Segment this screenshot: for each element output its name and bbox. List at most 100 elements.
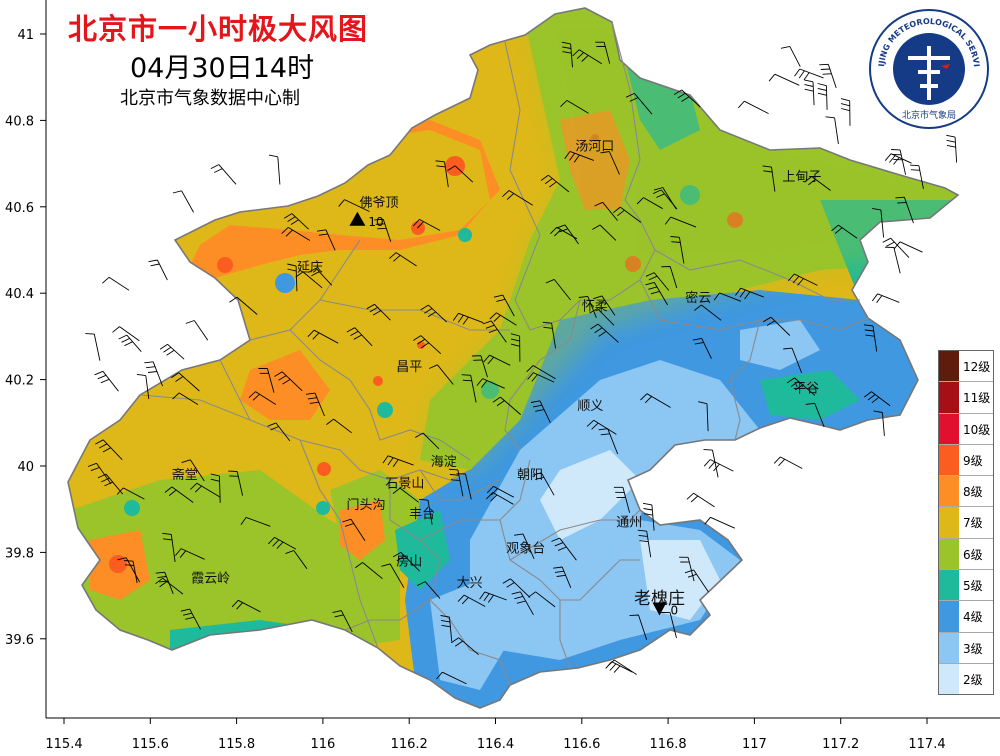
legend-swatch bbox=[939, 601, 959, 632]
wind-barb bbox=[482, 320, 507, 343]
wind-barb bbox=[594, 201, 618, 221]
legend-item: 11级 bbox=[939, 382, 993, 414]
wind-barb bbox=[572, 49, 603, 65]
wind-barb bbox=[598, 428, 619, 455]
extreme-markers: 10 0 bbox=[349, 211, 678, 618]
wind-barb bbox=[342, 518, 366, 541]
wind-barb bbox=[556, 224, 579, 245]
station-label: 丰台 bbox=[409, 507, 435, 522]
wind-barb bbox=[510, 333, 521, 362]
x-tick-label: 115.6 bbox=[132, 737, 169, 752]
wind-barb bbox=[804, 176, 831, 191]
wind-barb bbox=[416, 581, 441, 599]
wind-barb bbox=[338, 199, 370, 212]
station-label: 上甸子 bbox=[782, 170, 821, 185]
wind-barb bbox=[172, 190, 194, 213]
station-label: 观象台 bbox=[506, 541, 545, 556]
wind-barb bbox=[382, 455, 414, 468]
wind-barb bbox=[162, 532, 176, 562]
wind-barb bbox=[640, 393, 671, 408]
wind-barb bbox=[124, 560, 138, 584]
station-label: 大兴 bbox=[457, 576, 483, 591]
wind-barb bbox=[155, 571, 174, 594]
legend-item: 7级 bbox=[939, 507, 993, 539]
bms-emblem-logo: BEIJING METEOROLOGICAL SERVICE 北京市气象局 bbox=[868, 8, 989, 129]
station-label: 石景山 bbox=[385, 477, 424, 492]
legend-label: 5级 bbox=[963, 579, 983, 594]
wind-barb bbox=[703, 449, 719, 478]
station-label: 斋堂 bbox=[172, 467, 198, 483]
wind-barb bbox=[804, 79, 815, 106]
wind-barb bbox=[287, 263, 298, 292]
legend-swatch bbox=[939, 413, 959, 444]
wind-barb bbox=[607, 659, 637, 675]
wind-barb bbox=[493, 294, 515, 317]
wind-barb bbox=[511, 591, 534, 616]
wind-barb bbox=[560, 100, 589, 114]
x-axis-ticks: 115.4 115.6 115.8 116 116.2 116.4 116.6 116.8 11… bbox=[45, 718, 946, 752]
wind-barb bbox=[871, 293, 900, 303]
x-tick-label: 116.4 bbox=[477, 737, 514, 752]
wind-barb bbox=[159, 343, 185, 360]
wind-barb bbox=[136, 373, 150, 400]
wind-barb bbox=[593, 295, 616, 316]
wind-barb bbox=[283, 213, 309, 230]
wind-barb bbox=[679, 556, 695, 582]
station-label: 延庆 bbox=[297, 261, 323, 276]
wind-barb bbox=[440, 615, 453, 642]
legend-swatch bbox=[939, 570, 959, 601]
wind-barb bbox=[762, 316, 791, 336]
y-tick-label: 41 bbox=[17, 28, 34, 43]
wind-barb bbox=[268, 154, 281, 185]
wind-barb bbox=[871, 207, 885, 238]
wind-barb bbox=[418, 498, 433, 525]
wind-barb bbox=[171, 372, 200, 392]
station-label: 昌平 bbox=[396, 360, 422, 375]
wind-barb bbox=[783, 347, 803, 374]
wind-barb bbox=[561, 41, 573, 68]
legend-label: 11级 bbox=[963, 391, 991, 406]
wind-barb bbox=[447, 165, 474, 183]
wind-barb bbox=[514, 533, 535, 559]
wind-barb bbox=[780, 45, 801, 67]
wind-barb bbox=[670, 236, 685, 264]
legend-item: 6级 bbox=[939, 538, 993, 571]
wind-barb bbox=[502, 190, 533, 206]
legend-item: 2级 bbox=[939, 663, 993, 695]
station-label: 密云 bbox=[685, 290, 711, 306]
x-tick-label: 117 bbox=[742, 737, 767, 752]
wind-barb bbox=[831, 224, 858, 239]
y-tick-label: 40.8 bbox=[5, 114, 34, 129]
station-label: 汤河口 bbox=[575, 140, 614, 155]
logo-text-cn: 北京市气象局 bbox=[902, 109, 956, 121]
wind-barb bbox=[448, 468, 464, 497]
legend-swatch bbox=[939, 444, 959, 476]
wind-barb bbox=[762, 165, 776, 192]
wind-barb bbox=[452, 312, 484, 325]
wind-barb bbox=[374, 218, 392, 242]
wind-barb bbox=[316, 229, 336, 251]
y-tick-label: 40.2 bbox=[5, 374, 34, 389]
wind-barb bbox=[840, 98, 851, 126]
station-label: 平谷 bbox=[793, 382, 819, 397]
wind-barb bbox=[629, 614, 648, 640]
wind-barb bbox=[664, 216, 697, 228]
wind-barb bbox=[190, 482, 221, 498]
wind-barb bbox=[787, 273, 818, 286]
y-tick-label: 39.8 bbox=[5, 546, 34, 561]
wind-barb bbox=[600, 151, 620, 175]
wind-barb bbox=[805, 402, 825, 428]
wind-barb bbox=[258, 368, 275, 393]
station-label: 霞云岭 bbox=[191, 572, 230, 587]
wind-barb bbox=[112, 326, 140, 342]
wind-barb bbox=[540, 174, 570, 193]
wind-barb bbox=[355, 562, 383, 579]
legend-swatch bbox=[939, 632, 959, 663]
legend-item: 5级 bbox=[939, 570, 993, 602]
wind-barb bbox=[461, 374, 477, 403]
wind-barb bbox=[450, 637, 479, 656]
wind-barb bbox=[526, 365, 556, 380]
wind-barb bbox=[240, 516, 271, 527]
y-tick-label: 39.6 bbox=[5, 633, 34, 648]
wind-barb bbox=[909, 164, 924, 189]
